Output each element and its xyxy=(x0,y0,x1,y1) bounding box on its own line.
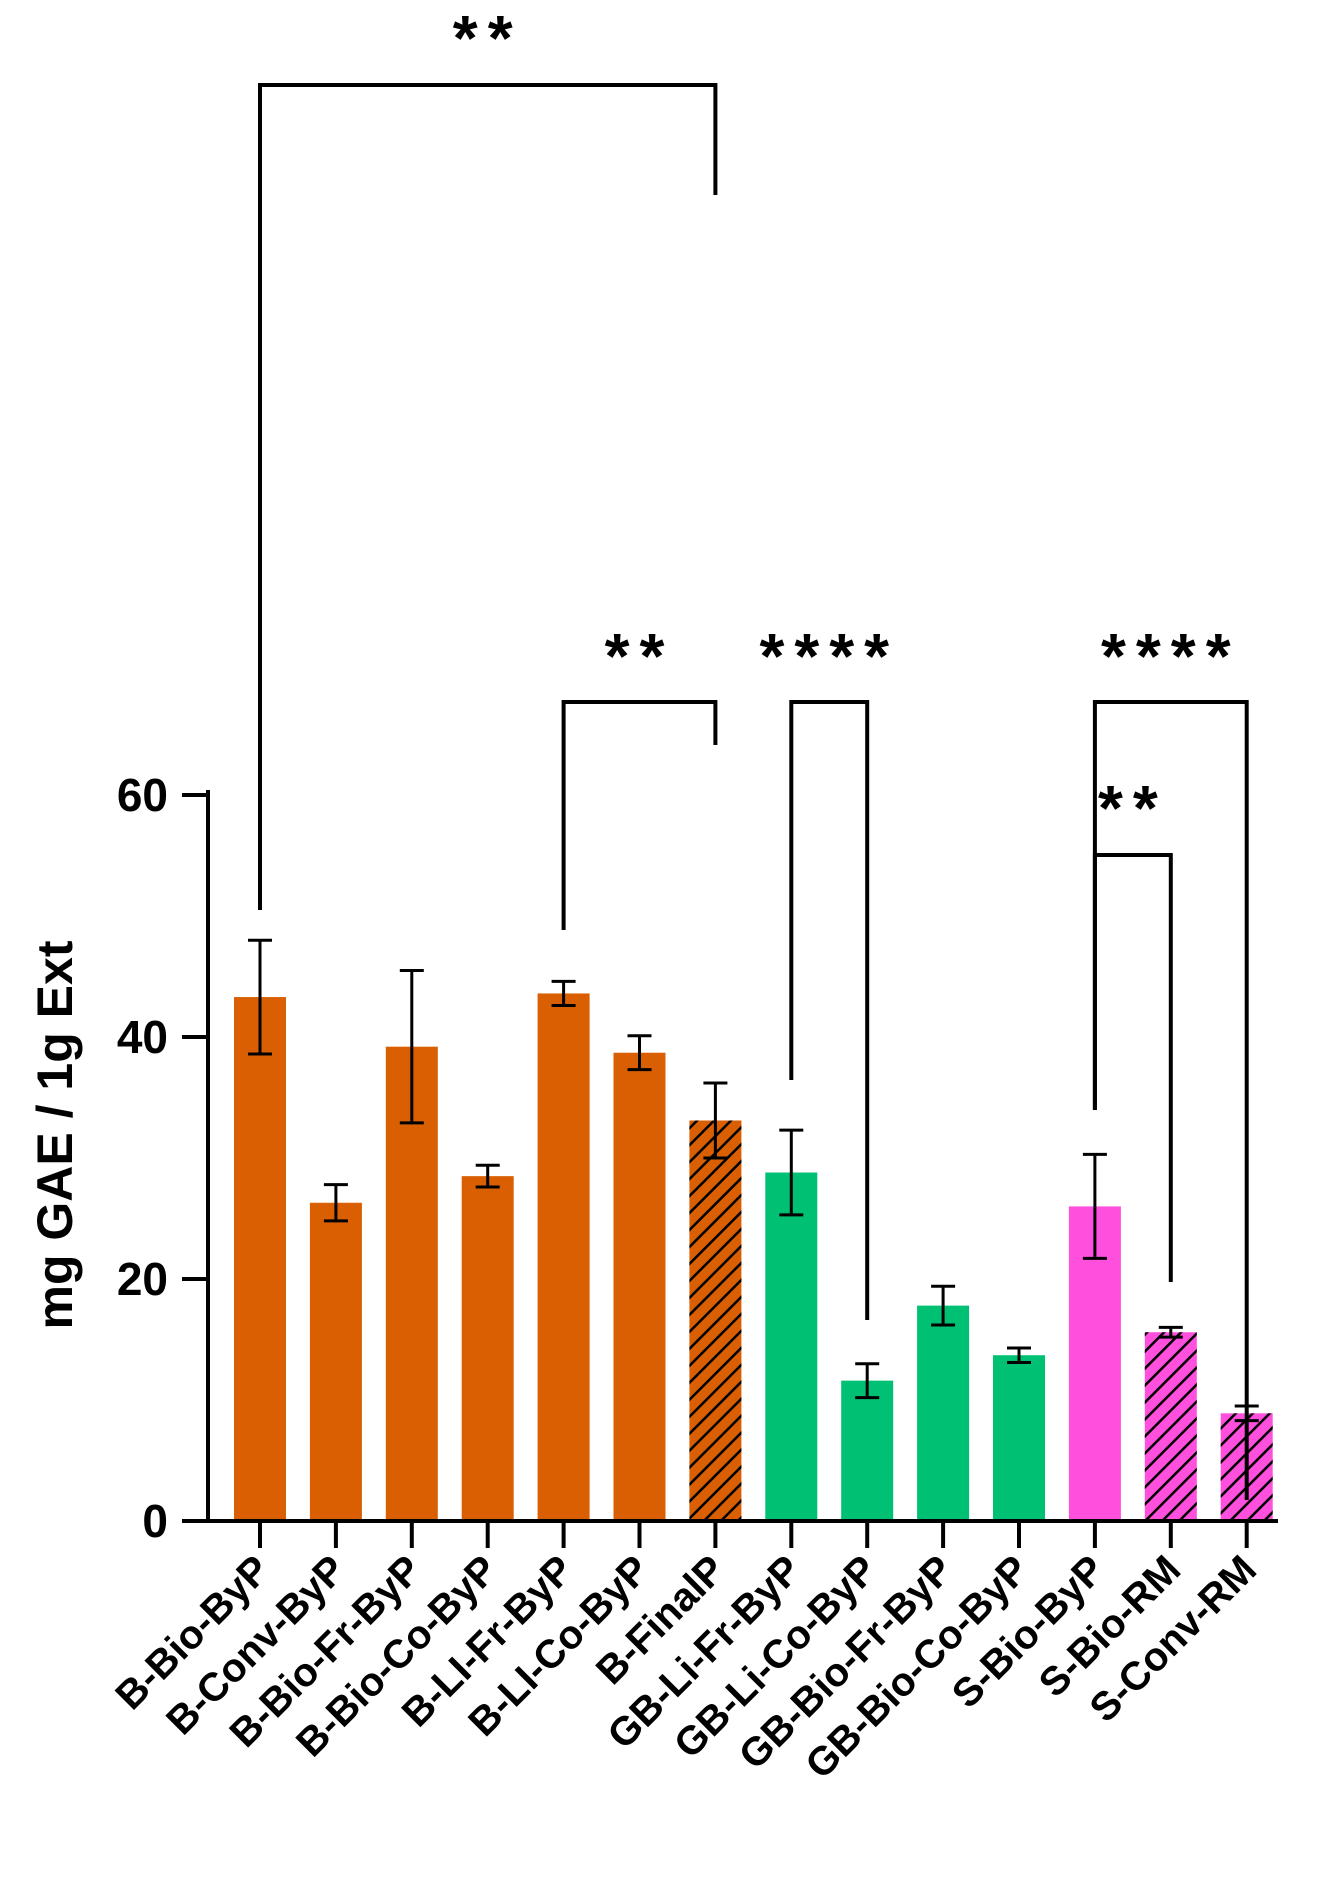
significance-label-3: **** xyxy=(1101,620,1241,692)
bar-10 xyxy=(993,1355,1045,1521)
bar-hatch-6 xyxy=(689,1120,742,1521)
significance-layer: **** **** ****** xyxy=(258,2,1249,1500)
bar-3 xyxy=(461,1176,514,1521)
significance-bracket-2 xyxy=(789,700,870,1320)
significance-label-1: ** xyxy=(605,620,675,692)
significance-bracket-1 xyxy=(561,700,718,930)
bar-9 xyxy=(917,1305,970,1521)
y-tick-label-1: 20 xyxy=(117,1253,168,1305)
bar-8 xyxy=(841,1380,894,1521)
bar-5 xyxy=(613,1052,666,1521)
axes-layer xyxy=(206,790,1278,1523)
y-tick-label-3: 60 xyxy=(117,769,168,821)
significance-bracket-0 xyxy=(258,83,718,910)
bar-2 xyxy=(385,1046,438,1521)
bar-0 xyxy=(234,997,286,1521)
bars-layer xyxy=(234,993,1273,1521)
y-axis-label: mg GAE / 1g Ext xyxy=(27,940,83,1329)
y-tick-label-2: 40 xyxy=(117,1011,168,1063)
bar-1 xyxy=(309,1202,362,1521)
error-bars-layer xyxy=(248,938,1259,1423)
significance-bracket-4 xyxy=(1092,853,1173,1282)
x-ticks-layer: B-Bio-ByPB-Conv-ByPB-Bio-Fr-ByPB-Bio-Co-… xyxy=(107,1521,1265,1787)
bar-4 xyxy=(537,993,590,1521)
y-ticks-layer: 0 20 40 60 xyxy=(117,769,208,1547)
y-tick-label-0: 0 xyxy=(142,1495,168,1547)
significance-label-0: ** xyxy=(453,2,523,74)
significance-label-4: ** xyxy=(1098,772,1168,844)
significance-label-2: **** xyxy=(759,620,899,692)
bar-7 xyxy=(765,1172,818,1521)
bar-hatch-12 xyxy=(1144,1332,1197,1521)
